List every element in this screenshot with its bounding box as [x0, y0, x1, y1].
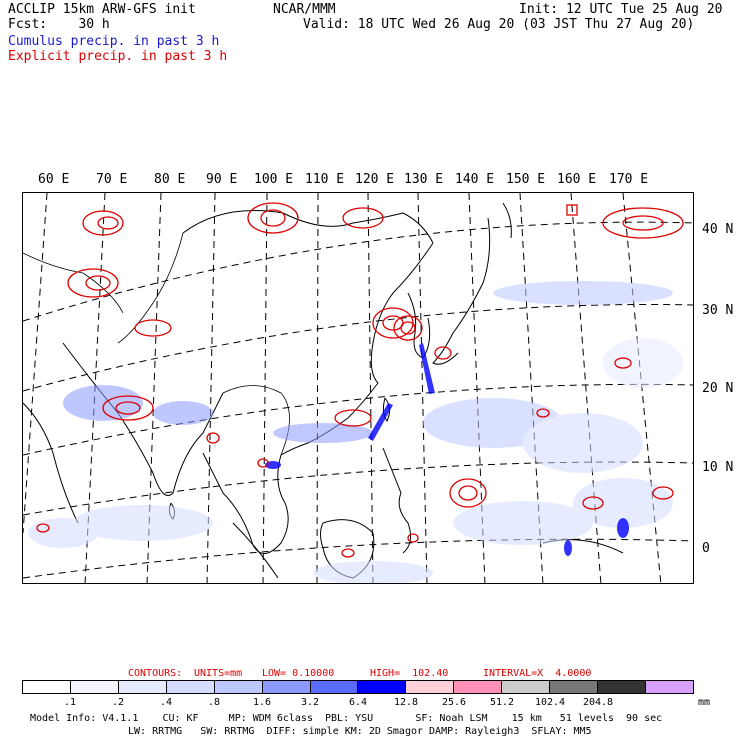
- colorbar-tick-label: 12.8: [393, 697, 419, 708]
- colorbar-tick-label: 102.4: [534, 697, 566, 708]
- header-title: ACCLIP 15km ARW-GFS init: [8, 2, 196, 17]
- contours-interval: INTERVAL=X 4.0000: [483, 668, 592, 679]
- colorbar-tick-label: 51.2: [489, 697, 515, 708]
- contours-label: CONTOURS:: [128, 668, 183, 679]
- map-canvas: [23, 193, 693, 583]
- colorbar-swatch: [598, 681, 646, 693]
- colorbar-swatch: [454, 681, 503, 693]
- lat-label: 40 N: [702, 222, 734, 237]
- colorbar-tick-label: 3.2: [300, 697, 320, 708]
- cumulus-precip: [28, 281, 683, 583]
- lon-label: 70 E: [96, 172, 128, 187]
- lat-label: 30 N: [702, 303, 734, 318]
- lon-label: 140 E: [455, 172, 495, 187]
- colorbar-swatch: [310, 681, 359, 693]
- cumulus-precip-dark: [265, 343, 629, 556]
- lon-label: 160 E: [557, 172, 597, 187]
- lat-label: 10 N: [702, 460, 734, 475]
- colorbar-swatch: [262, 681, 311, 693]
- contours-units: UNITS=mm: [194, 668, 243, 679]
- lon-label: 90 E: [206, 172, 238, 187]
- colorbar-swatch: [23, 681, 71, 693]
- forecast-hour: Fcst: 30 h: [8, 17, 110, 32]
- colorbar: [22, 680, 694, 694]
- lon-label: 60 E: [38, 172, 70, 187]
- colorbar-swatch: [502, 681, 551, 693]
- lon-label: 110 E: [305, 172, 345, 187]
- valid-time: Valid: 18 UTC Wed 26 Aug 20 (03 JST Thu …: [303, 17, 695, 32]
- coastlines: [23, 202, 624, 579]
- lon-label: 170 E: [609, 172, 649, 187]
- colorbar-tick-label: .2: [111, 697, 125, 708]
- colorbar-unit: mm: [698, 697, 711, 708]
- lon-label: 120 E: [355, 172, 395, 187]
- colorbar-tick-label: .1: [63, 697, 77, 708]
- cumulus-legend: Cumulus precip. in past 3 h: [8, 34, 220, 49]
- colorbar-swatch: [550, 681, 599, 693]
- colorbar-tick-label: 1.6: [252, 697, 272, 708]
- lon-label: 80 E: [154, 172, 186, 187]
- lat-label: 20 N: [702, 381, 734, 396]
- precip-map: [22, 192, 694, 584]
- model-info: Model Info: V4.1.1 CU: KF MP: WDM 6class…: [30, 713, 663, 724]
- center-label: NCAR/MMM: [273, 2, 336, 17]
- lon-label: 150 E: [506, 172, 546, 187]
- colorbar-swatch: [214, 681, 263, 693]
- colorbar-swatch: [406, 681, 455, 693]
- colorbar-tick-label: 25.6: [441, 697, 467, 708]
- colorbar-swatch: [118, 681, 167, 693]
- colorbar-tick-label: .4: [159, 697, 173, 708]
- lon-label: 130 E: [404, 172, 444, 187]
- colorbar-tick-label: 6.4: [348, 697, 368, 708]
- colorbar-swatch: [166, 681, 215, 693]
- init-time: Init: 12 UTC Tue 25 Aug 20: [519, 2, 723, 17]
- explicit-legend: Explicit precip. in past 3 h: [8, 49, 228, 64]
- contours-low: LOW= 0.10000: [262, 668, 335, 679]
- lat-label: 0: [702, 541, 710, 556]
- explicit-precip: [36, 202, 684, 558]
- lon-label: 100 E: [254, 172, 294, 187]
- model-info-physics: LW: RRTMG SW: RRTMG DIFF: simple KM: 2D …: [128, 726, 592, 737]
- colorbar-swatch: [70, 681, 119, 693]
- contours-high: HIGH= 102.40: [370, 668, 449, 679]
- colorbar-tick-label: .8: [207, 697, 221, 708]
- colorbar-tick-label: 204.8: [582, 697, 614, 708]
- colorbar-swatch: [358, 681, 407, 693]
- colorbar-swatch: [645, 681, 693, 693]
